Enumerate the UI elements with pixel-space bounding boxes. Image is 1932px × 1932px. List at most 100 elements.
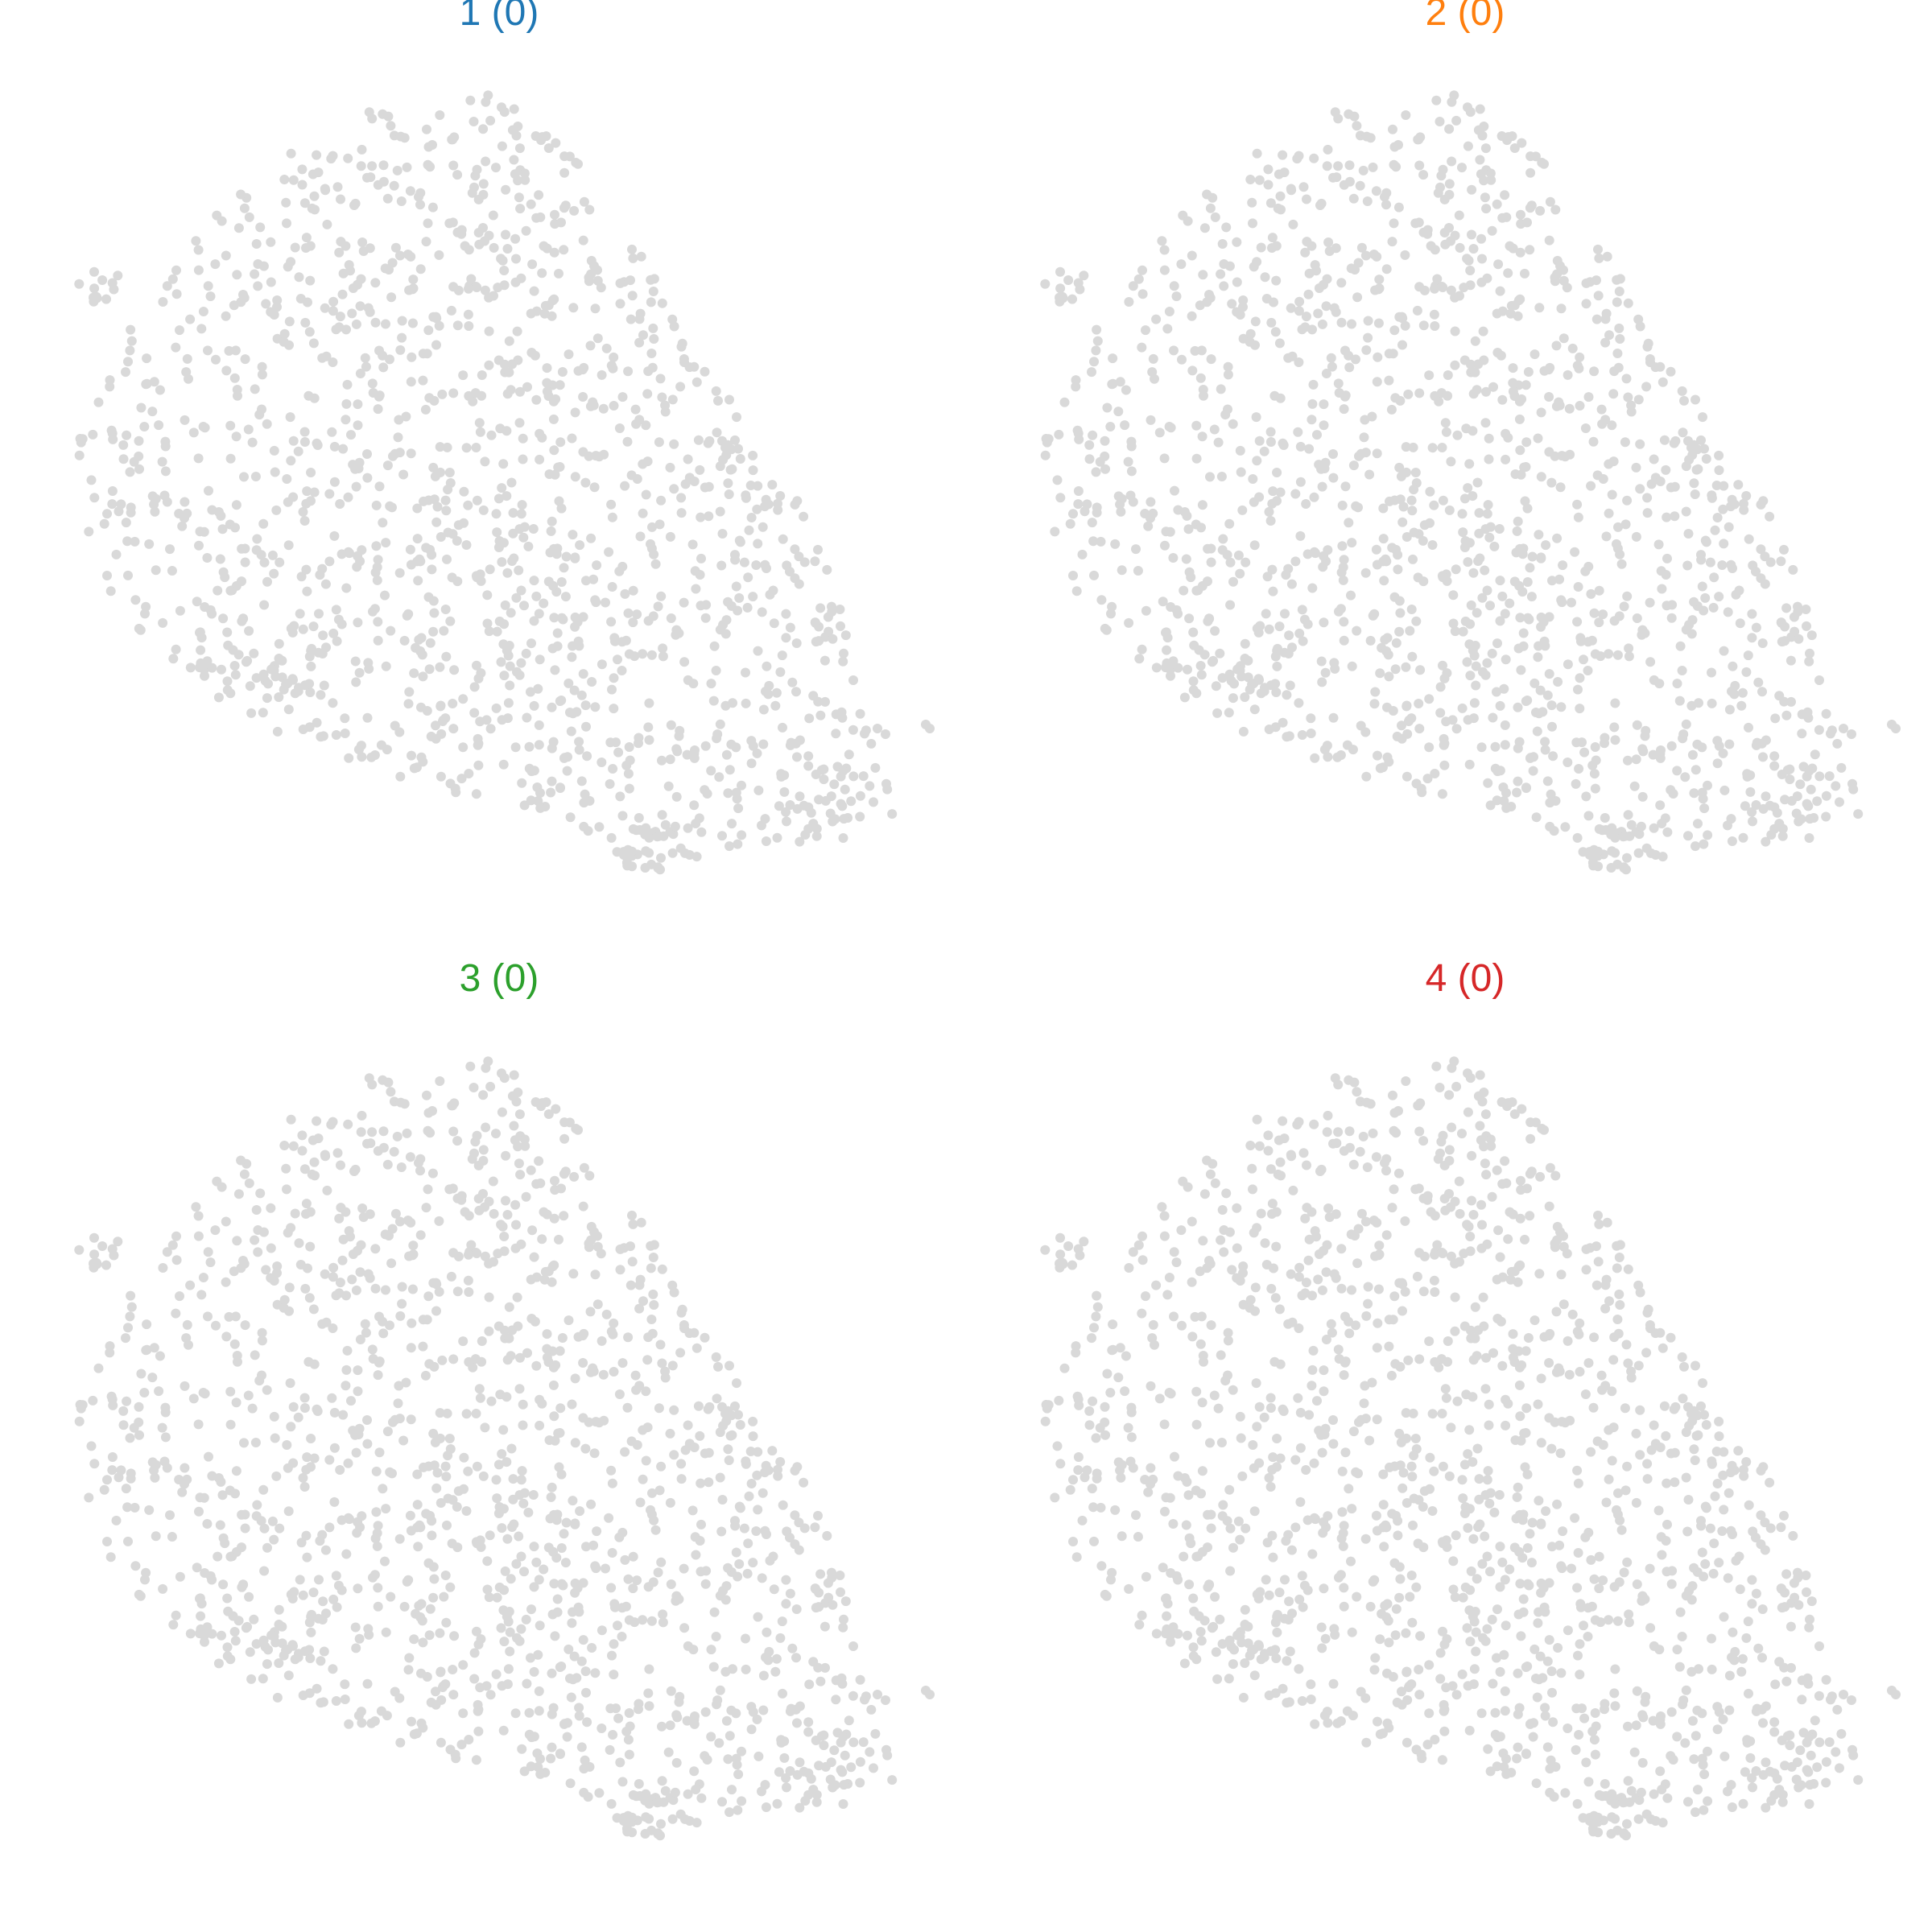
data-point — [1501, 1620, 1511, 1631]
data-point — [342, 1345, 353, 1356]
data-point — [549, 1579, 559, 1589]
data-point — [1547, 576, 1557, 586]
data-point — [679, 1320, 689, 1330]
data-point — [1614, 1253, 1624, 1262]
data-point — [448, 134, 458, 145]
data-point — [642, 456, 653, 467]
data-point — [590, 1269, 601, 1280]
data-point — [627, 846, 638, 857]
data-point — [1714, 1416, 1724, 1426]
data-point — [1409, 485, 1419, 495]
data-point — [472, 1626, 481, 1637]
data-point — [758, 522, 768, 532]
data-point — [725, 1430, 736, 1441]
data-point — [589, 482, 600, 493]
data-point — [838, 1732, 848, 1742]
data-point — [731, 581, 741, 592]
data-point — [530, 131, 541, 141]
data-point — [371, 500, 382, 510]
data-point — [370, 278, 381, 288]
data-point — [1141, 1571, 1151, 1582]
data-point — [643, 1582, 654, 1592]
data-point — [423, 159, 433, 170]
data-point — [139, 422, 150, 431]
data-point — [297, 164, 308, 175]
data-point — [660, 819, 671, 830]
data-point — [225, 1551, 236, 1562]
data-point — [742, 1568, 753, 1579]
data-point — [1338, 562, 1348, 572]
data-point — [559, 1117, 570, 1128]
data-point — [435, 1076, 445, 1086]
data-point — [1546, 789, 1556, 799]
data-point — [86, 475, 97, 485]
data-point — [1475, 1121, 1485, 1131]
data-point — [549, 247, 559, 258]
data-point — [835, 605, 845, 614]
data-point — [469, 682, 480, 692]
data-point — [165, 1510, 175, 1521]
data-point — [1545, 821, 1555, 832]
data-point — [1236, 467, 1246, 477]
data-point — [748, 465, 758, 476]
data-point — [1188, 1593, 1199, 1604]
data-point — [416, 752, 427, 762]
data-point — [839, 648, 848, 658]
data-point — [594, 1418, 605, 1428]
data-point — [1724, 704, 1735, 715]
data-point — [1389, 592, 1400, 602]
data-point — [473, 738, 484, 749]
data-point — [1631, 531, 1641, 542]
data-point — [357, 237, 368, 247]
data-point — [1441, 427, 1451, 437]
data-point — [1683, 1797, 1693, 1807]
data-point — [1495, 766, 1505, 776]
data-point — [1714, 1431, 1724, 1442]
data-point — [1604, 649, 1614, 659]
data-point — [1113, 1373, 1124, 1383]
data-point — [1137, 289, 1148, 299]
data-point — [1761, 735, 1771, 745]
data-point — [1227, 1265, 1237, 1275]
data-point — [478, 124, 489, 134]
data-point — [356, 1707, 366, 1717]
data-point — [357, 752, 367, 762]
data-point — [1550, 272, 1560, 283]
data-point — [656, 1818, 666, 1829]
data-point — [225, 688, 236, 699]
data-point — [309, 1157, 320, 1167]
data-point — [534, 1686, 544, 1696]
data-point — [140, 609, 150, 619]
data-point — [576, 776, 587, 786]
data-point — [1666, 1332, 1676, 1343]
data-point — [1623, 298, 1633, 308]
data-point — [1137, 1231, 1147, 1241]
data-point — [1465, 107, 1476, 118]
data-point — [815, 1676, 826, 1686]
data-point — [1317, 319, 1327, 329]
data-point — [440, 605, 451, 614]
data-point — [428, 462, 439, 473]
data-point — [1303, 289, 1314, 299]
data-point — [481, 1681, 492, 1691]
data-point — [506, 1443, 517, 1454]
data-point — [425, 638, 436, 648]
data-point — [251, 673, 262, 683]
data-point — [1712, 513, 1723, 522]
data-point — [345, 548, 354, 559]
data-point — [1494, 524, 1505, 534]
data-point — [771, 1653, 782, 1664]
data-point — [1281, 570, 1291, 580]
data-point — [1271, 1241, 1282, 1252]
data-point — [1378, 534, 1389, 544]
data-point — [777, 1616, 787, 1627]
data-point — [1408, 554, 1418, 564]
data-point — [365, 307, 375, 317]
data-point — [403, 699, 414, 709]
data-point — [1229, 679, 1239, 689]
data-point — [474, 418, 485, 428]
data-point — [578, 1413, 588, 1423]
data-point — [516, 658, 526, 668]
data-point — [556, 217, 566, 228]
data-point — [1540, 737, 1550, 747]
